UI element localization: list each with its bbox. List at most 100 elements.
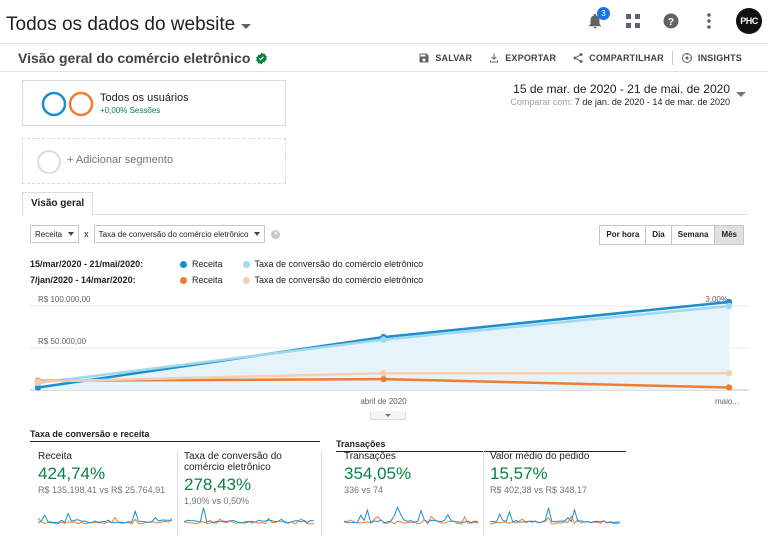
sparkline-path bbox=[490, 507, 620, 524]
save-label: SALVAR bbox=[435, 53, 473, 63]
data-point bbox=[34, 378, 42, 385]
scorecard-value: 354,05% bbox=[344, 464, 412, 483]
segment-name: Todos os usuários bbox=[100, 92, 189, 104]
sparkline bbox=[184, 507, 314, 525]
caret-down-icon bbox=[254, 232, 261, 236]
insights-label: INSIGHTS bbox=[697, 53, 742, 63]
scorecard-value: 278,43% bbox=[184, 475, 252, 494]
scorecard-comparison: R$ 135.198,41 vs R$ 25.764,91 bbox=[38, 485, 166, 495]
legend-dot bbox=[180, 276, 187, 284]
data-point bbox=[34, 384, 42, 391]
segment-all-users[interactable]: Todos os usuários +0,00% Sessões bbox=[22, 80, 286, 126]
legend-item: Taxa de conversão do comércio eletrônico bbox=[242, 275, 424, 285]
metric-selectors: Receita x Taxa de conversão do comércio … bbox=[30, 225, 281, 243]
legend-label: Receita bbox=[192, 275, 223, 285]
legend-current: 15/mar/2020 - 21/mai/2020: Receita Taxa … bbox=[30, 259, 423, 269]
expand-chart-button[interactable] bbox=[370, 411, 406, 420]
data-point bbox=[380, 370, 387, 377]
legend-period: 15/mar/2020 - 21/mai/2020: bbox=[30, 259, 144, 269]
verified-check-icon bbox=[256, 52, 268, 64]
scorecard-transactions[interactable]: Transações 354,05% 336 vs 74 bbox=[344, 451, 484, 536]
sparkline bbox=[38, 509, 172, 525]
granularity-month[interactable]: Mês bbox=[715, 225, 744, 245]
export-button[interactable]: EXPORTAR bbox=[480, 52, 564, 64]
avatar-text: PHC bbox=[740, 16, 758, 26]
segment-sessions-delta: +0,00% Sessões bbox=[100, 106, 161, 115]
data-point bbox=[725, 370, 733, 377]
scorecard-revenue[interactable]: Receita 424,74% R$ 135.198,41 vs R$ 25.7… bbox=[38, 451, 178, 536]
granularity-day[interactable]: Dia bbox=[646, 225, 672, 245]
scorecard-title: Taxa de conversão do comércio eletrônico bbox=[184, 451, 282, 473]
chevron-down-icon bbox=[241, 24, 252, 29]
add-segment-button[interactable]: + Adicionar segmento bbox=[22, 138, 286, 184]
data-point bbox=[725, 384, 733, 391]
segment-circles-icon bbox=[41, 91, 94, 117]
legend-item: Receita bbox=[180, 259, 223, 269]
date-range-compare: Comparar com: 7 de jan. de 2020 - 14 de … bbox=[446, 97, 746, 107]
line-chart: R$ 100.000,00R$ 50.000,003,00%2,00%1,00%… bbox=[30, 295, 748, 406]
apps-grid-icon bbox=[626, 14, 640, 28]
scorecard-value: 424,74% bbox=[38, 464, 106, 483]
legend-item: Receita bbox=[180, 275, 223, 285]
legend-label: Taxa de conversão do comércio eletrônico bbox=[254, 275, 424, 285]
main-chart: R$ 100.000,00R$ 50.000,003,00%2,00%1,00%… bbox=[30, 290, 748, 410]
more-vert-icon bbox=[707, 13, 711, 29]
compare-value: 7 de jan. de 2020 - 14 de mar. de 2020 bbox=[574, 97, 730, 107]
save-icon bbox=[419, 53, 429, 63]
help-icon: ? bbox=[663, 13, 679, 29]
scorecard-comparison: 336 vs 74 bbox=[344, 485, 384, 495]
scorecard-comparison: 1,90% vs 0,50% bbox=[184, 496, 250, 506]
page-title: Visão geral do comércio eletrônico bbox=[18, 50, 251, 66]
legend-dot bbox=[242, 260, 250, 268]
tab-overview[interactable]: Visão geral bbox=[22, 192, 94, 216]
report-header: Visão geral do comércio eletrônico SALVA… bbox=[0, 44, 768, 72]
sparkline-path bbox=[38, 509, 172, 524]
clear-metric-icon[interactable]: ✕ bbox=[271, 229, 281, 239]
x-tick-label: maio... bbox=[715, 397, 739, 406]
metric-versus-separator: x bbox=[84, 229, 89, 239]
top-bar: Todos os dados do website 3 ? PHC bbox=[0, 0, 768, 44]
legend-item: Taxa de conversão do comércio eletrônico bbox=[242, 259, 424, 269]
metric1-label: Receita bbox=[35, 229, 63, 239]
legend-previous: 7/jan/2020 - 14/mar/2020: Receita Taxa d… bbox=[30, 275, 423, 285]
scorecard-group-title: Transações bbox=[336, 439, 626, 452]
add-segment-label: + Adicionar segmento bbox=[67, 154, 174, 166]
legend-dot bbox=[180, 260, 187, 268]
metric2-label: Taxa de conversão do comércio eletrônico bbox=[98, 229, 249, 239]
granularity-week[interactable]: Semana bbox=[671, 225, 716, 245]
actions-divider bbox=[671, 51, 673, 65]
sparkline bbox=[344, 505, 478, 525]
caret-down-icon bbox=[68, 232, 75, 236]
apps-button[interactable] bbox=[622, 10, 644, 32]
more-options-button[interactable] bbox=[698, 10, 720, 32]
property-selector[interactable]: Todos os dados do website bbox=[6, 14, 252, 36]
scorecard-conversion-rate[interactable]: Taxa de conversão do comércio eletrônico… bbox=[184, 451, 322, 536]
account-avatar[interactable]: PHC bbox=[736, 8, 762, 34]
sparkline bbox=[490, 507, 620, 525]
metric1-select[interactable]: Receita bbox=[30, 225, 80, 243]
granularity-hour[interactable]: Por hora bbox=[599, 225, 647, 245]
legend-dot bbox=[242, 276, 250, 284]
top-icons: 3 ? PHC bbox=[584, 7, 762, 34]
compare-label: Comparar com: bbox=[510, 97, 573, 107]
download-icon bbox=[490, 53, 499, 63]
data-point bbox=[380, 375, 387, 383]
scorecard-title: Receita bbox=[38, 451, 72, 462]
insights-button[interactable]: INSIGHTS bbox=[673, 52, 750, 64]
share-label: COMPARTILHAR bbox=[589, 53, 664, 63]
share-button[interactable]: COMPARTILHAR bbox=[564, 52, 672, 64]
save-button[interactable]: SALVAR bbox=[410, 52, 480, 64]
scorecard-group-title: Taxa de conversão e receita bbox=[30, 429, 320, 442]
notifications-button[interactable]: 3 bbox=[584, 7, 610, 32]
scorecard-avg-order-value[interactable]: Valor médio do pedido 15,57% R$ 402,38 v… bbox=[490, 451, 626, 536]
data-point bbox=[380, 336, 387, 343]
share-icon bbox=[573, 53, 583, 63]
report-tabs: Visão geral bbox=[22, 192, 748, 216]
legend-label: Taxa de conversão do comércio eletrônico bbox=[254, 259, 424, 269]
help-button[interactable]: ? bbox=[660, 10, 682, 32]
sparkline-path bbox=[184, 507, 314, 524]
metric2-select[interactable]: Taxa de conversão do comércio eletrônico bbox=[93, 225, 266, 243]
date-range-picker[interactable]: 15 de mar. de 2020 - 21 de mai. de 2020 … bbox=[446, 82, 746, 107]
sparkline-path bbox=[344, 505, 478, 524]
add-segment-circle-icon bbox=[37, 150, 61, 174]
